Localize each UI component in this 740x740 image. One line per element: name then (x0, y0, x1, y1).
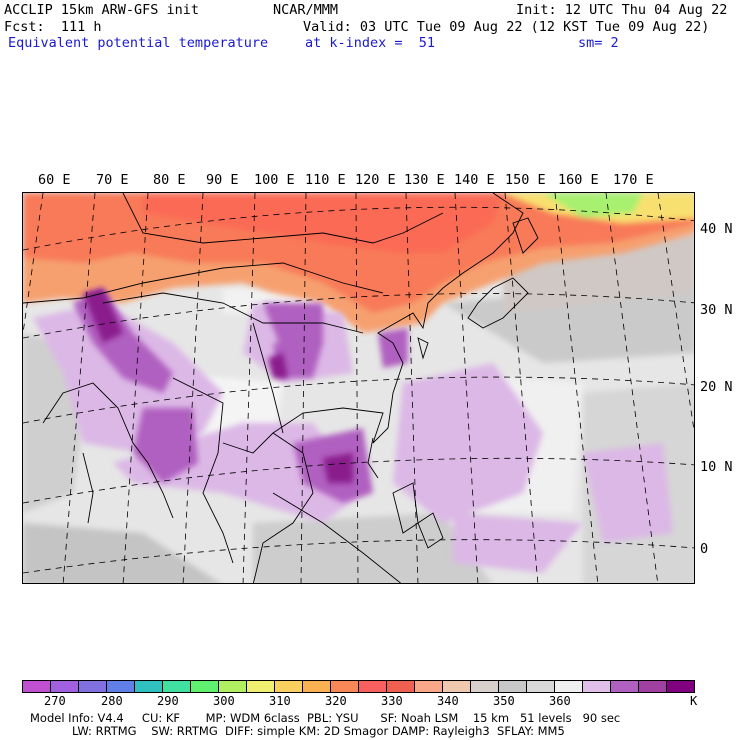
colorbar-swatch (51, 681, 79, 692)
lon-label: 80 E (153, 172, 186, 188)
colorbar-swatch (611, 681, 639, 692)
lat-label: 10 N (700, 459, 733, 475)
lon-label: 160 E (558, 172, 599, 188)
lat-label: 30 N (700, 302, 733, 318)
map-panel (22, 192, 695, 584)
lat-label: 40 N (700, 221, 733, 237)
colorbar-swatch (79, 681, 107, 692)
lon-label: 100 E (254, 172, 295, 188)
colorbar-swatch (191, 681, 219, 692)
colorbar-swatch (219, 681, 247, 692)
valid-time: Valid: 03 UTC Tue 09 Aug 22 (12 KST Tue … (303, 19, 710, 35)
colorbar-label: 270 (44, 694, 66, 708)
colorbar-swatch (415, 681, 443, 692)
colorbar-unit: K (690, 694, 698, 708)
colorbar-swatch (275, 681, 303, 692)
colorbar-swatch (107, 681, 135, 692)
colorbar-label: 320 (325, 694, 347, 708)
lat-label: 0 (700, 541, 709, 557)
colorbar-swatch (23, 681, 51, 692)
colorbar-label: 300 (213, 694, 235, 708)
colorbar-swatch (527, 681, 555, 692)
colorbar-label: 350 (493, 694, 515, 708)
lon-label: 120 E (355, 172, 396, 188)
colorbar-swatch (471, 681, 499, 692)
colorbar-swatch (247, 681, 275, 692)
colorbar-label: 310 (269, 694, 291, 708)
lon-label: 60 E (38, 172, 71, 188)
field-name: Equivalent potential temperature (8, 35, 269, 51)
lon-label: 90 E (206, 172, 239, 188)
center-name: NCAR/MMM (273, 2, 339, 18)
lon-label: 70 E (96, 172, 129, 188)
colorbar-swatch (359, 681, 387, 692)
forecast-hour: Fcst: 111 h (4, 19, 102, 35)
colorbar-label: 360 (549, 694, 571, 708)
map-image (23, 193, 694, 583)
colorbar-swatch (331, 681, 359, 692)
colorbar (22, 680, 695, 693)
colorbar-label: 280 (101, 694, 123, 708)
model-info-line2: LW: RRTMG SW: RRTMG DIFF: simple KM: 2D … (72, 724, 565, 738)
colorbar-swatch (387, 681, 415, 692)
lon-label: 130 E (404, 172, 445, 188)
colorbar-swatch (303, 681, 331, 692)
colorbar-swatch (163, 681, 191, 692)
level-index: at k-index = 51 (305, 35, 436, 51)
lon-label: 170 E (613, 172, 654, 188)
lon-label: 150 E (505, 172, 546, 188)
model-title: ACCLIP 15km ARW-GFS init (4, 2, 200, 18)
colorbar-swatch (639, 681, 667, 692)
lat-label: 20 N (700, 379, 733, 395)
colorbar-swatch (555, 681, 583, 692)
model-info-line1: Model Info: V4.4 CU: KF MP: WDM 6class P… (30, 711, 621, 725)
lon-label: 140 E (454, 172, 495, 188)
colorbar-swatch (499, 681, 527, 692)
colorbar-label: 290 (157, 694, 179, 708)
colorbar-swatch (135, 681, 163, 692)
colorbar-label: 330 (381, 694, 403, 708)
colorbar-label: 340 (437, 694, 459, 708)
smoothing: sm= 2 (578, 35, 619, 51)
colorbar-swatch (443, 681, 471, 692)
colorbar-swatch (667, 681, 694, 692)
lon-label: 110 E (305, 172, 346, 188)
init-time: Init: 12 UTC Thu 04 Aug 22 (516, 2, 728, 18)
colorbar-swatch (583, 681, 611, 692)
